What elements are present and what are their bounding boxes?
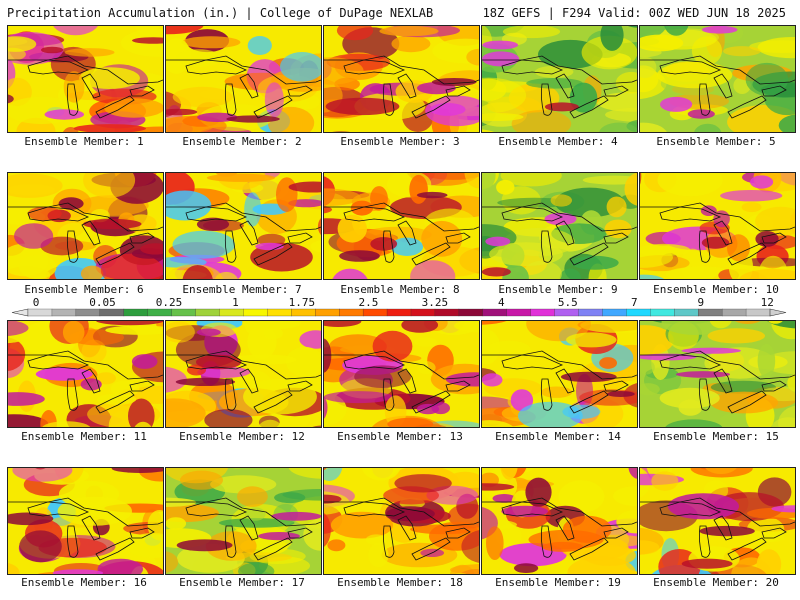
colorbar-tick-label: 3.25 — [422, 296, 449, 309]
ensemble-member-map — [481, 467, 638, 575]
ensemble-member-label: Ensemble Member: 19 — [495, 576, 621, 589]
ensemble-member-map — [323, 25, 480, 133]
ensemble-member-label: Ensemble Member: 1 — [24, 135, 144, 148]
ensemble-member-label: Ensemble Member: 15 — [653, 430, 779, 443]
colorbar-swatch — [243, 308, 268, 317]
ensemble-member-label: Ensemble Member: 17 — [179, 576, 305, 589]
colorbar-swatch — [530, 308, 556, 317]
ensemble-member-label: Ensemble Member: 8 — [340, 283, 460, 296]
ensemble-member-map — [481, 25, 638, 133]
ensemble-member-label: Ensemble Member: 5 — [656, 135, 776, 148]
colorbar-swatch — [410, 308, 436, 317]
colorbar-swatch — [698, 308, 723, 317]
colorbar-tick-label: 12 — [761, 296, 774, 309]
colorbar-swatch — [506, 308, 532, 317]
colorbar-swatch — [578, 308, 603, 317]
colorbar-tick-label: 9 — [697, 296, 704, 309]
colorbar-tick-label: 2.5 — [358, 296, 378, 309]
colorbar-swatch — [99, 308, 125, 317]
colorbar-tick-label: 0.05 — [89, 296, 116, 309]
colorbar-min-arrow — [11, 308, 29, 317]
colorbar-swatch — [267, 308, 292, 317]
ensemble-member-map — [165, 172, 322, 280]
colorbar-tick-label: 4 — [498, 296, 505, 309]
colorbar-swatch — [434, 308, 460, 317]
ensemble-member-map — [639, 25, 796, 133]
colorbar-swatch — [51, 308, 77, 317]
ensemble-member-label: Ensemble Member: 14 — [495, 430, 621, 443]
ensemble-member-label: Ensemble Member: 9 — [498, 283, 618, 296]
colorbar-swatch — [171, 308, 197, 317]
ensemble-member-label: Ensemble Member: 7 — [182, 283, 302, 296]
colorbar-swatch — [27, 308, 53, 317]
ensemble-member-map — [7, 467, 164, 575]
ensemble-member-label: Ensemble Member: 10 — [653, 283, 779, 296]
ensemble-member-label: Ensemble Member: 2 — [182, 135, 302, 148]
colorbar-swatch — [123, 308, 149, 317]
colorbar-swatch — [315, 308, 340, 317]
ensemble-member-map — [639, 467, 796, 575]
ensemble-member-label: Ensemble Member: 6 — [24, 283, 144, 296]
ensemble-member-map — [7, 25, 164, 133]
ensemble-member-label: Ensemble Member: 3 — [340, 135, 460, 148]
colorbar-swatch — [386, 308, 412, 317]
ensemble-member-map — [481, 320, 638, 428]
ensemble-member-label: Ensemble Member: 20 — [653, 576, 779, 589]
colorbar-swatch — [362, 308, 388, 317]
precip-colorbar: 0 0.05 0.25 1 1.75 2.5 3.25 4 5.5 7 9 12 — [11, 296, 787, 317]
ensemble-member-map — [7, 320, 164, 428]
colorbar-tick-label: 7 — [631, 296, 638, 309]
ensemble-member-label: Ensemble Member: 11 — [21, 430, 147, 443]
colorbar-swatch — [219, 308, 244, 317]
model-valid-time: 18Z GEFS | F294 Valid: 00Z WED JUN 18 20… — [482, 6, 786, 20]
colorbar-swatch — [745, 308, 771, 317]
ensemble-member-map — [165, 25, 322, 133]
ensemble-member-label: Ensemble Member: 12 — [179, 430, 305, 443]
ensemble-member-label: Ensemble Member: 13 — [337, 430, 463, 443]
colorbar-tick-label: 1 — [232, 296, 239, 309]
ensemble-member-map — [639, 320, 796, 428]
colorbar-swatch — [291, 308, 316, 317]
ensemble-member-label: Ensemble Member: 18 — [337, 576, 463, 589]
ensemble-member-map — [639, 172, 796, 280]
ensemble-member-map — [323, 467, 480, 575]
ensemble-member-map — [323, 320, 480, 428]
colorbar-tick-label: 0.25 — [156, 296, 183, 309]
ensemble-member-label: Ensemble Member: 4 — [498, 135, 618, 148]
colorbar-swatch — [626, 308, 651, 317]
ensemble-member-label: Ensemble Member: 16 — [21, 576, 147, 589]
colorbar-tick-label: 1.75 — [289, 296, 316, 309]
ensemble-member-map — [481, 172, 638, 280]
ensemble-member-map — [7, 172, 164, 280]
colorbar-swatch — [650, 308, 675, 317]
colorbar-max-arrow — [769, 308, 787, 317]
colorbar-swatch — [482, 308, 508, 317]
colorbar-swatch — [147, 308, 173, 317]
colorbar-tick-label: 5.5 — [558, 296, 578, 309]
map-title: Precipitation Accumulation (in.) | Colle… — [7, 6, 434, 20]
colorbar-swatch — [195, 308, 220, 317]
colorbar-swatch — [458, 308, 484, 317]
colorbar-swatch — [674, 308, 699, 317]
ensemble-member-map — [165, 320, 322, 428]
colorbar-swatch — [75, 308, 101, 317]
colorbar-swatch — [602, 308, 627, 317]
colorbar-swatch — [339, 308, 364, 317]
colorbar-swatch — [554, 308, 579, 317]
ensemble-member-map — [165, 467, 322, 575]
ensemble-member-map — [323, 172, 480, 280]
colorbar-swatch — [721, 308, 747, 317]
colorbar-tick-label: 0 — [33, 296, 40, 309]
